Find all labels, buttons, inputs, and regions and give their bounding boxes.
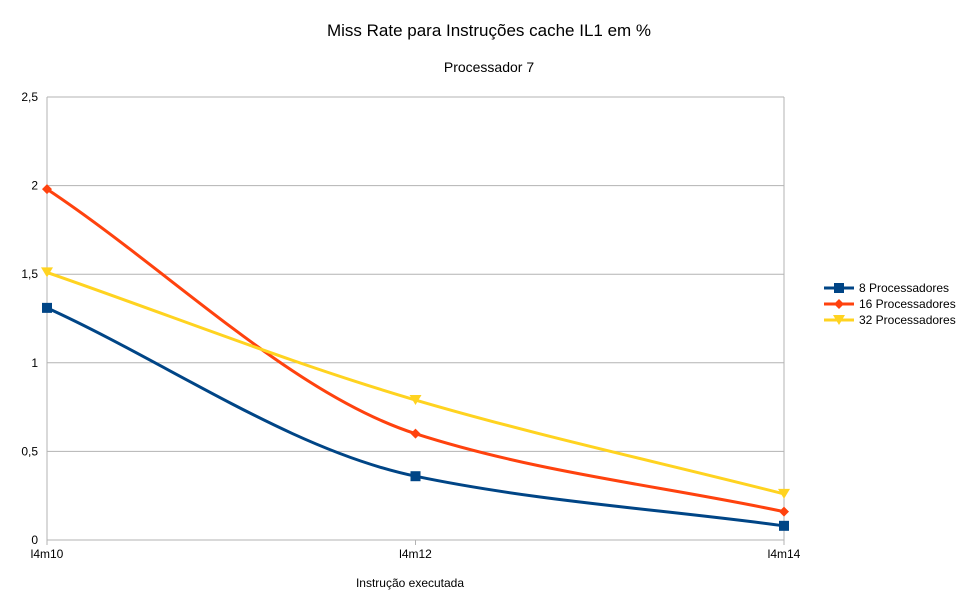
legend-marker [834, 299, 844, 309]
legend-item: 8 Processadores [824, 281, 949, 295]
data-point [779, 506, 789, 517]
x-tick-label: l4m12 [399, 547, 432, 561]
legend-marker [834, 283, 844, 293]
x-tick-label: l4m14 [768, 547, 801, 561]
series-1 [42, 302, 789, 531]
data-point [779, 520, 789, 531]
legend-item: 16 Processadores [824, 297, 956, 311]
series-2 [42, 184, 789, 517]
series-line [46, 271, 785, 496]
y-tick-label: 0 [31, 533, 38, 547]
data-point [409, 395, 422, 406]
chart-subtitle: Processador 7 [444, 59, 534, 75]
legend: 8 Processadores 16 Processadores 32 Proces… [824, 281, 956, 327]
data-point [410, 428, 421, 439]
gridlines [46, 96, 785, 541]
series-group [41, 184, 790, 531]
chart-title: Miss Rate para Instruções cache IL1 em % [327, 21, 651, 40]
y-tick-label: 1 [31, 356, 38, 370]
y-tick-label: 0,5 [21, 444, 38, 458]
data-point [778, 488, 790, 499]
legend-label: 32 Processadores [859, 313, 956, 327]
y-tick-label: 2,5 [21, 90, 38, 104]
series-line [46, 306, 785, 528]
y-tick-label: 2 [31, 179, 38, 193]
legend-item: 32 Processadores [824, 313, 956, 327]
data-point [41, 267, 53, 278]
y-tick-label: 1,5 [21, 267, 38, 281]
x-tick-label: l4m10 [31, 547, 64, 561]
data-point [42, 302, 52, 313]
legend-label: 16 Processadores [859, 297, 956, 311]
data-point [410, 471, 421, 482]
axes: 0 0,5 1 1,5 2 2,5 l4m10 l4m12 l4m14 [21, 90, 800, 561]
series-3 [41, 267, 790, 499]
legend-label: 8 Processadores [859, 281, 949, 295]
series-line [46, 187, 785, 514]
x-axis-title: Instrução executada [356, 576, 464, 590]
data-point [42, 184, 52, 195]
legend-marker [833, 315, 845, 325]
